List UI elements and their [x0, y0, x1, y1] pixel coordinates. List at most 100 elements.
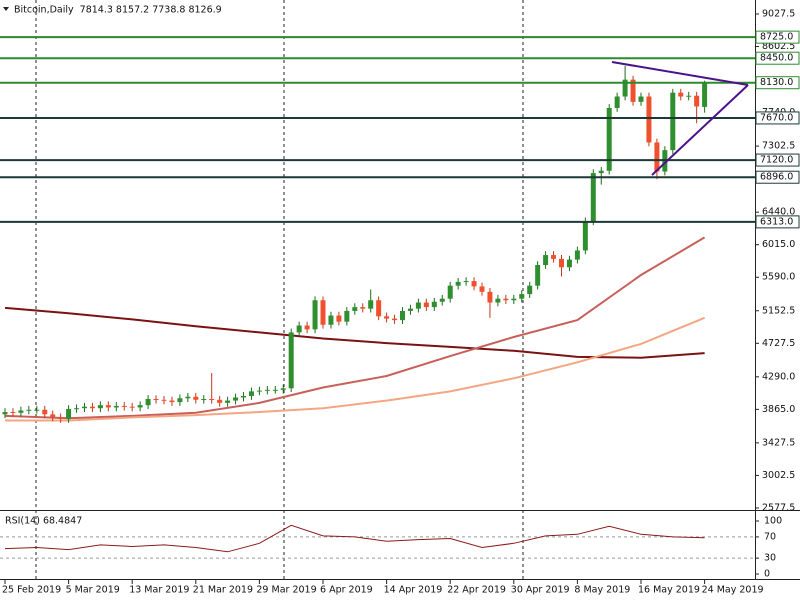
x-tick-label: 24 May 2019	[702, 585, 764, 596]
candle-body	[225, 400, 231, 403]
candle-body	[272, 389, 278, 391]
level-label-box	[755, 76, 800, 90]
candle-body	[566, 259, 572, 268]
level-label: 6896.0	[760, 172, 793, 183]
candle-body	[543, 255, 549, 265]
level-label-box	[755, 215, 800, 229]
candle-body	[423, 302, 429, 308]
candle-body	[193, 396, 199, 400]
candle-body	[638, 96, 644, 102]
y-tick-label: 7302.5	[762, 141, 795, 152]
y-tick-label: 5152.5	[762, 305, 795, 316]
candle-body	[415, 302, 421, 309]
candle-body	[50, 414, 56, 418]
candle-body	[344, 310, 350, 322]
candle-body	[26, 409, 32, 411]
candle-body	[2, 412, 8, 415]
candle-body	[137, 405, 143, 408]
level-label: 8725.0	[760, 32, 793, 43]
candle-body	[598, 170, 604, 174]
candle-body	[384, 316, 390, 319]
candle-body	[280, 388, 286, 390]
candle-body	[113, 405, 119, 408]
candle-body	[288, 332, 294, 389]
candle-body	[551, 255, 557, 259]
candle-body	[559, 258, 564, 268]
candle-body	[82, 406, 87, 409]
moving-average	[4, 236, 706, 420]
candle-body	[590, 173, 596, 222]
x-tick-label: 22 Apr 2019	[447, 585, 506, 596]
level-label: 6313.0	[760, 216, 793, 227]
candle-body	[479, 286, 485, 292]
x-tick-label: 6 Apr 2019	[320, 585, 373, 596]
candle-body	[463, 281, 469, 283]
y-tick-label: 5590.0	[762, 272, 795, 283]
x-tick-label: 16 May 2019	[638, 585, 700, 596]
y-tick-label: 3865.0	[762, 404, 795, 415]
candle-body	[34, 409, 40, 411]
candle-body	[18, 410, 24, 413]
y-tick-label: 30	[764, 553, 776, 564]
candle-body	[646, 96, 652, 143]
trendline	[651, 84, 749, 176]
candle-body	[145, 399, 151, 406]
x-tick-label: 30 Apr 2019	[511, 585, 570, 596]
candle-body	[471, 281, 477, 287]
candle-body	[185, 396, 191, 399]
candle-body	[368, 300, 374, 309]
rsi-line	[4, 524, 705, 553]
level-label: 7120.0	[760, 155, 793, 166]
candle-body	[233, 397, 239, 401]
chart-title: Bitcoin,Daily 7814.3 8157.2 7738.8 8126.…	[14, 5, 222, 16]
candle-body	[66, 408, 72, 419]
x-tick-label: 8 May 2019	[574, 585, 630, 596]
candle-body	[248, 391, 254, 396]
candle-body	[455, 281, 461, 286]
x-tick-label: 13 Mar 2019	[129, 585, 189, 596]
level-label: 7670.0	[760, 112, 793, 123]
candle-body	[217, 399, 223, 403]
y-tick-label: 4290.0	[762, 371, 795, 382]
candle-body	[97, 405, 103, 409]
level-label-box	[755, 51, 800, 65]
candle-body	[654, 142, 660, 172]
candle-body	[121, 405, 127, 407]
candle-body	[503, 298, 509, 301]
candle-body	[256, 390, 262, 392]
candle-body	[58, 417, 64, 419]
candle-body	[582, 221, 588, 251]
y-tick-label: 9027.5	[762, 8, 795, 19]
candle-body	[431, 301, 437, 308]
candle-body	[129, 406, 135, 408]
candle-body	[74, 408, 80, 410]
level-label-box	[755, 170, 800, 184]
y-tick-label: 6015.0	[762, 239, 795, 250]
candle-body	[670, 92, 676, 151]
level-label-box	[755, 30, 800, 44]
y-tick-label: 2577.5	[762, 502, 795, 513]
y-tick-label: 3427.5	[762, 437, 795, 448]
candle-body	[328, 315, 334, 325]
candle-body	[42, 409, 48, 415]
candle-body	[304, 325, 310, 330]
y-tick-label: 8602.5	[762, 41, 795, 52]
candle-body	[352, 307, 358, 311]
level-label: 8130.0	[760, 77, 793, 88]
candle-body	[209, 399, 215, 401]
candle-body	[400, 310, 405, 321]
candle-body	[320, 300, 326, 325]
level-label-box	[755, 111, 800, 125]
candle-body	[360, 307, 366, 309]
candle-body	[392, 318, 398, 321]
candle-body	[574, 250, 580, 260]
y-tick-label: 0	[764, 569, 770, 580]
candle-body	[161, 399, 167, 401]
candle-body	[606, 107, 612, 171]
candle-body	[495, 298, 501, 303]
candle-body	[241, 395, 246, 398]
candle-body	[439, 298, 445, 302]
candle-body	[264, 389, 270, 391]
